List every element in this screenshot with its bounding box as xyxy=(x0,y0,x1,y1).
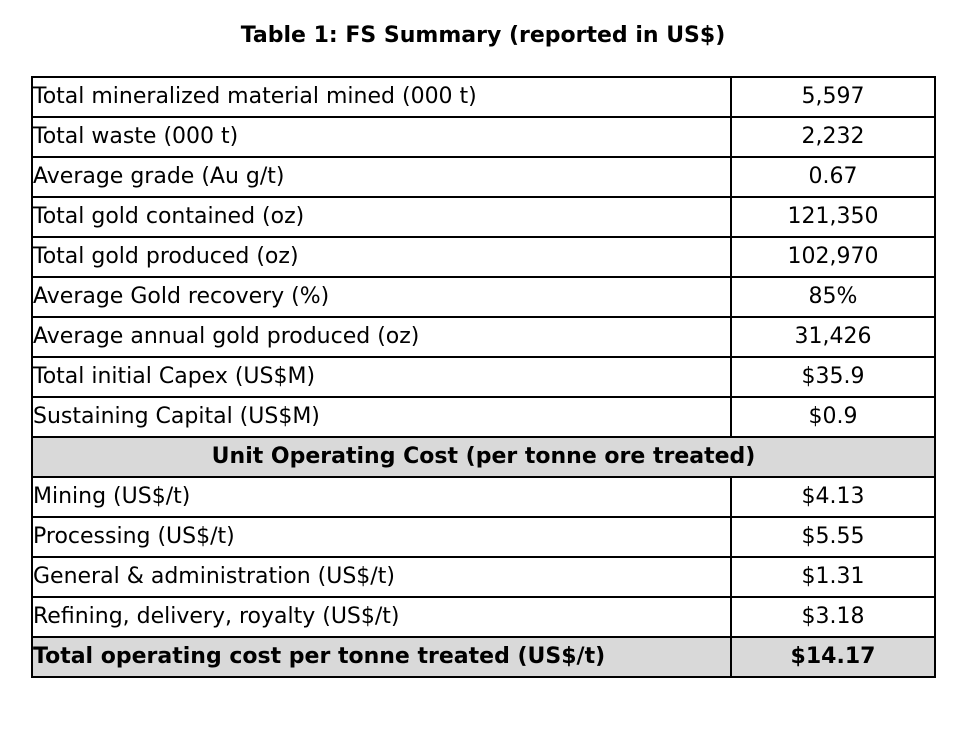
row-value: $0.9 xyxy=(730,396,936,438)
row-value: $3.18 xyxy=(730,596,936,638)
row-label: Total gold produced (oz) xyxy=(31,236,732,278)
section-header-row: Unit Operating Cost (per tonne ore treat… xyxy=(31,436,936,478)
table-row: Total gold contained (oz) 121,350 xyxy=(31,196,936,238)
table-row: General & administration (US$/t) $1.31 xyxy=(31,556,936,598)
row-label: Average grade (Au g/t) xyxy=(31,156,732,198)
row-label: Total gold contained (oz) xyxy=(31,196,732,238)
table-row: Average Gold recovery (%) 85% xyxy=(31,276,936,318)
row-label: General & administration (US$/t) xyxy=(31,556,732,598)
row-value: 102,970 xyxy=(730,236,936,278)
row-label: Refining, delivery, royalty (US$/t) xyxy=(31,596,732,638)
table-row: Total gold produced (oz) 102,970 xyxy=(31,236,936,278)
table-row: Mining (US$/t) $4.13 xyxy=(31,476,936,518)
row-label: Total initial Capex (US$M) xyxy=(31,356,732,398)
table-row: Processing (US$/t) $5.55 xyxy=(31,516,936,558)
table-row: Refining, delivery, royalty (US$/t) $3.1… xyxy=(31,596,936,638)
table-row: Total mineralized material mined (000 t)… xyxy=(31,76,936,118)
row-label: Sustaining Capital (US$M) xyxy=(31,396,732,438)
table-row: Average grade (Au g/t) 0.67 xyxy=(31,156,936,198)
row-label: Processing (US$/t) xyxy=(31,516,732,558)
table-title: Table 1: FS Summary (reported in US$) xyxy=(240,23,726,48)
row-value: $4.13 xyxy=(730,476,936,518)
row-value: $5.55 xyxy=(730,516,936,558)
total-label: Total operating cost per tonne treated (… xyxy=(31,636,732,678)
table-row: Average annual gold produced (oz) 31,426 xyxy=(31,316,936,358)
row-value: 31,426 xyxy=(730,316,936,358)
fs-summary-table: Total mineralized material mined (000 t)… xyxy=(31,76,936,678)
table-row: Total waste (000 t) 2,232 xyxy=(31,116,936,158)
row-value: 85% xyxy=(730,276,936,318)
row-label: Total waste (000 t) xyxy=(31,116,732,158)
row-label: Average Gold recovery (%) xyxy=(31,276,732,318)
total-value: $14.17 xyxy=(730,636,936,678)
row-value: 2,232 xyxy=(730,116,936,158)
row-value: 121,350 xyxy=(730,196,936,238)
row-value: $35.9 xyxy=(730,356,936,398)
section-header: Unit Operating Cost (per tonne ore treat… xyxy=(31,436,936,478)
table-row: Sustaining Capital (US$M) $0.9 xyxy=(31,396,936,438)
row-label: Average annual gold produced (oz) xyxy=(31,316,732,358)
row-label: Total mineralized material mined (000 t) xyxy=(31,76,732,118)
row-label: Mining (US$/t) xyxy=(31,476,732,518)
row-value: 5,597 xyxy=(730,76,936,118)
row-value: 0.67 xyxy=(730,156,936,198)
table-row: Total initial Capex (US$M) $35.9 xyxy=(31,356,936,398)
row-value: $1.31 xyxy=(730,556,936,598)
total-row: Total operating cost per tonne treated (… xyxy=(31,636,936,678)
